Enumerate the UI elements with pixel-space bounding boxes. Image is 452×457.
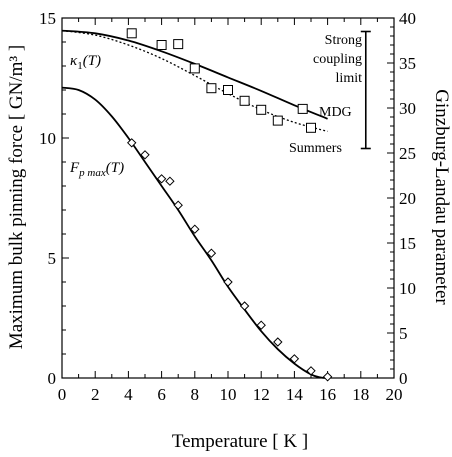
data-point-diamond — [289, 354, 300, 364]
x-tick-label: 4 — [124, 385, 133, 404]
data-point-diamond — [239, 301, 250, 311]
y2-tick-label: 40 — [399, 9, 416, 28]
x-tick-label: 2 — [91, 385, 100, 404]
data-point-square — [239, 95, 250, 106]
y2-axis-title: Ginzburg-Landau parameter — [431, 89, 452, 305]
strong-coupling-line2: coupling — [313, 52, 362, 67]
data-point-diamond — [256, 320, 266, 330]
y2-tick-label: 35 — [399, 54, 416, 73]
data-point-square — [126, 28, 137, 39]
data-point-square — [272, 115, 283, 126]
data-point-square — [173, 39, 184, 50]
data-point-square — [206, 83, 217, 94]
data-point-square — [256, 104, 267, 115]
y2-tick-label: 10 — [399, 279, 416, 298]
strong-coupling-line3: limit — [336, 71, 363, 86]
x-tick-label: 12 — [253, 385, 270, 404]
y2-tick-label: 0 — [399, 369, 408, 388]
kappa-subscript: 1 — [77, 60, 83, 72]
data-point-diamond — [206, 248, 217, 258]
data-point-diamond — [190, 224, 200, 234]
y-tick-label: 5 — [48, 249, 57, 268]
x-tick-label: 18 — [352, 385, 369, 404]
fp-subscript: p max — [78, 167, 106, 179]
fp-label: Fp max(T) — [69, 160, 124, 179]
strong-coupling-line1: Strong — [325, 33, 362, 48]
fp-argument: (T) — [106, 160, 124, 176]
y-tick-label: 10 — [39, 129, 56, 148]
data-point-diamond — [156, 174, 167, 184]
x-axis-title: Temperature [ K ] — [172, 431, 308, 452]
series-layer — [61, 29, 328, 379]
data-point-diamond — [165, 176, 175, 186]
series-line-summers — [61, 29, 328, 133]
annotation-layer: Temperature [ K ] Maximum bulk pinning f… — [6, 30, 452, 452]
data-point-square — [156, 40, 167, 50]
data-point-diamond — [140, 150, 150, 160]
data-point-diamond — [173, 200, 183, 210]
x-tick-label: 14 — [286, 385, 304, 404]
y-tick-label: 15 — [39, 9, 56, 28]
y-axis-title: Maximum bulk pinning force [ GN/m³ ] — [6, 45, 27, 349]
data-point-square — [297, 103, 308, 114]
data-point-diamond — [273, 337, 283, 347]
y2-tick-label: 25 — [399, 144, 416, 163]
fp-symbol: F — [69, 160, 80, 176]
y2-tick-label: 20 — [399, 189, 416, 208]
x-tick-label: 0 — [58, 385, 67, 404]
data-point-diamond — [322, 372, 333, 382]
x-tick-label: 20 — [386, 385, 403, 404]
data-point-square — [306, 122, 316, 133]
kappa-argument: (T) — [83, 53, 101, 69]
x-tick-label: 8 — [191, 385, 200, 404]
y2-tick-label: 15 — [399, 234, 416, 253]
x-tick-label: 10 — [220, 385, 237, 404]
kappa-label: κ1(T) — [70, 53, 101, 72]
kappa-symbol: κ — [70, 53, 78, 69]
data-point-diamond — [223, 277, 233, 287]
data-point-diamond — [127, 138, 137, 148]
y-tick-label: 0 — [48, 369, 57, 388]
data-point-square — [223, 85, 233, 95]
marker-layer — [126, 28, 333, 382]
summers-label: Summers — [289, 141, 342, 156]
series-line-fp-max-fit — [61, 86, 328, 379]
data-point-diamond — [306, 366, 316, 376]
x-tick-label: 16 — [319, 385, 336, 404]
data-point-square — [189, 63, 200, 74]
y2-tick-label: 5 — [399, 324, 408, 343]
y2-tick-label: 30 — [399, 99, 416, 118]
x-tick-label: 6 — [157, 385, 166, 404]
mdg-label: MDG — [319, 105, 352, 120]
